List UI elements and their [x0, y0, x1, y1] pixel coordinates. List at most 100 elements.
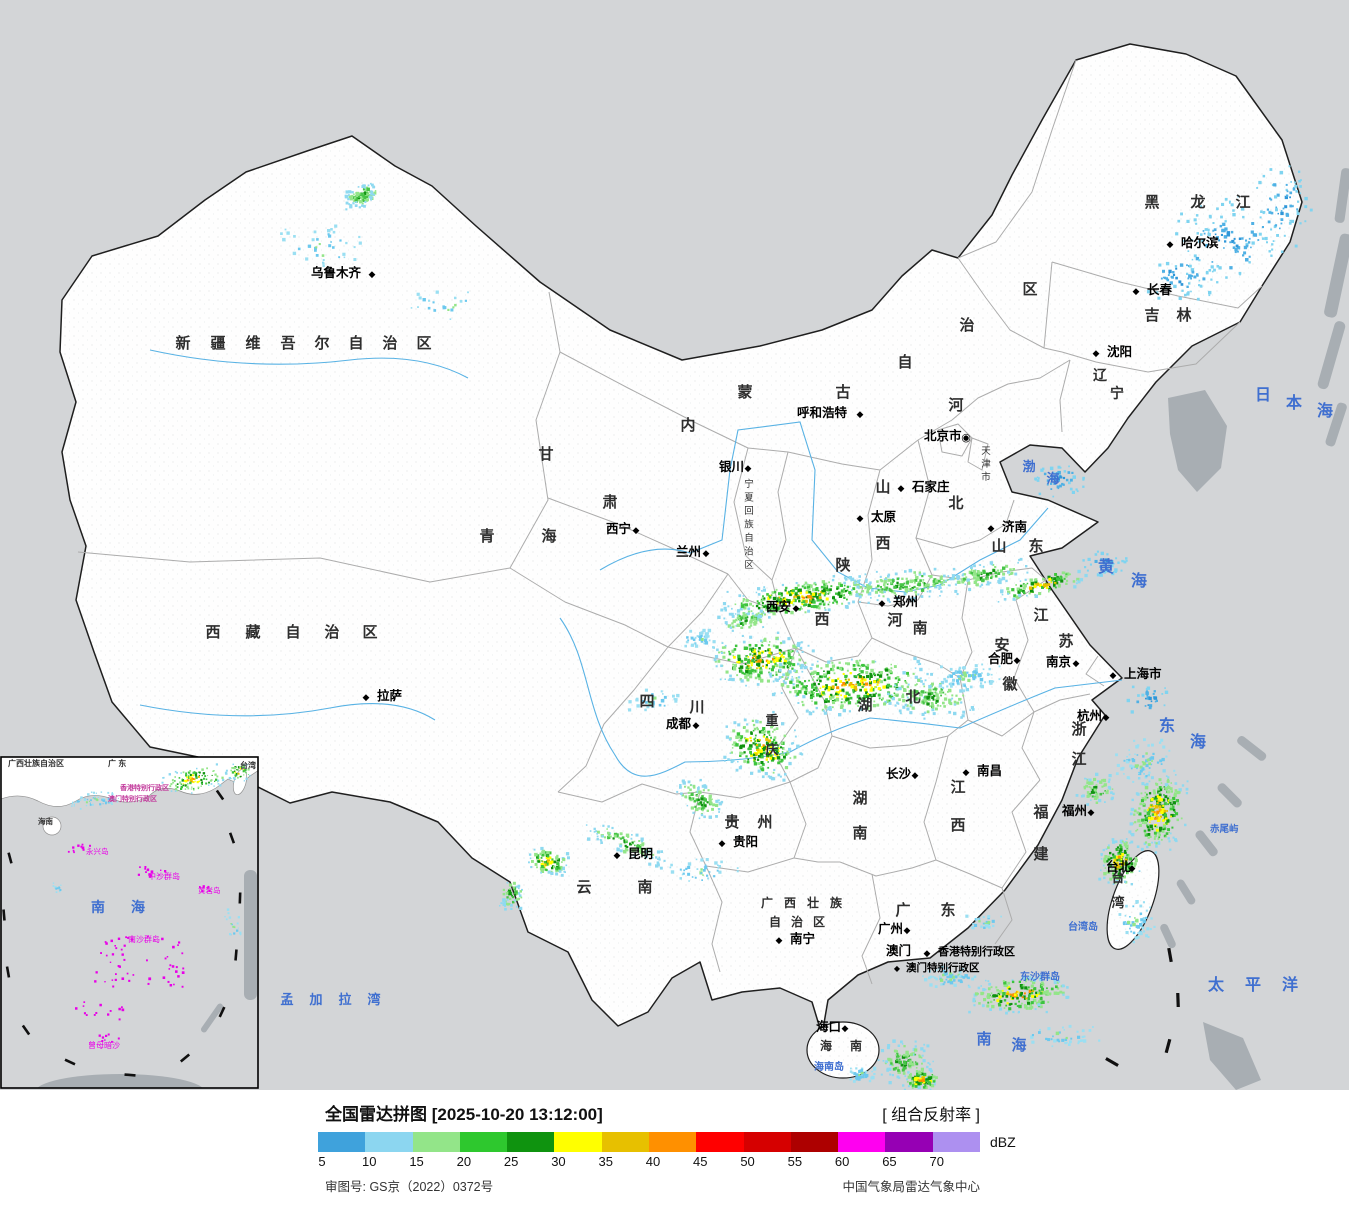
- radar-echo: [1090, 799, 1092, 801]
- radar-echo: [880, 586, 882, 588]
- radar-echo: [887, 575, 890, 578]
- inset-radar-echo: [85, 801, 88, 804]
- radar-echo: [1066, 995, 1070, 999]
- colorbar-segment: [318, 1132, 366, 1152]
- radar-echo: [743, 603, 746, 606]
- inset-hainan: [42, 816, 62, 836]
- radar-echo: [731, 649, 734, 652]
- radar-echo: [863, 699, 867, 703]
- radar-echo: [1153, 837, 1156, 840]
- radar-echo: [1155, 843, 1157, 846]
- radar-echo: [780, 592, 783, 595]
- radar-echo: [830, 667, 833, 671]
- radar-echo: [739, 669, 743, 673]
- radar-echo: [754, 743, 757, 746]
- radar-echo: [702, 789, 705, 792]
- radar-echo: [1053, 1039, 1057, 1043]
- radar-echo: [1011, 588, 1015, 592]
- radar-echo: [911, 1062, 915, 1067]
- island-speck: [146, 959, 148, 962]
- radar-echo: [1128, 830, 1132, 834]
- radar-echo: [863, 694, 867, 698]
- radar-echo: [1137, 694, 1140, 697]
- radar-echo: [900, 1040, 903, 1044]
- radar-echo: [992, 924, 995, 928]
- radar-echo: [1057, 487, 1060, 490]
- radar-echo: [758, 666, 761, 669]
- radar-echo: [1067, 1043, 1071, 1046]
- sea-label-渤海: 渤: [1022, 459, 1035, 474]
- radar-echo: [686, 804, 689, 807]
- radar-echo: [775, 608, 779, 612]
- radar-echo: [760, 644, 763, 647]
- inset-radar-echo: [230, 778, 232, 780]
- radar-echo: [909, 588, 913, 592]
- radar-echo: [819, 679, 822, 683]
- radar-echo: [888, 694, 892, 698]
- radar-echo: [508, 883, 513, 887]
- radar-echo: [1125, 838, 1128, 840]
- radar-echo: [1066, 579, 1069, 582]
- radar-echo: [988, 925, 991, 929]
- radar-echo: [660, 850, 663, 853]
- radar-echo: [767, 644, 771, 647]
- radar-echo: [919, 1077, 923, 1081]
- radar-echo: [748, 643, 752, 647]
- radar-echo: [780, 594, 783, 597]
- radar-echo: [894, 572, 898, 576]
- inset-radar-echo: [240, 775, 242, 778]
- radar-echo: [1022, 590, 1025, 593]
- radar-echo: [927, 587, 930, 590]
- inset-radar-echo: [215, 778, 218, 781]
- radar-echo: [812, 600, 816, 604]
- radar-echo: [609, 832, 612, 834]
- island-speck: [67, 850, 70, 853]
- radar-echo: [750, 616, 754, 619]
- radar-echo: [1147, 936, 1150, 938]
- city-marker-icon: ◆: [793, 603, 800, 613]
- radar-echo: [951, 975, 955, 979]
- island-speck: [181, 985, 184, 988]
- radar-echo: [839, 583, 843, 587]
- radar-echo: [748, 670, 752, 674]
- radar-echo: [835, 692, 838, 696]
- vertical-label: 区: [744, 560, 754, 571]
- radar-echo: [752, 729, 755, 732]
- radar-echo: [1039, 991, 1043, 995]
- radar-echo: [962, 976, 966, 979]
- radar-echo: [837, 677, 840, 680]
- radar-echo: [776, 602, 779, 605]
- radar-echo: [822, 691, 825, 695]
- radar-echo: [655, 864, 659, 868]
- radar-echo: [809, 600, 813, 604]
- radar-echo: [708, 815, 712, 819]
- radar-echo: [1154, 700, 1157, 703]
- radar-echo: [823, 594, 826, 597]
- radar-echo: [1141, 797, 1145, 800]
- radar-echo: [1146, 927, 1150, 931]
- radar-echo: [987, 583, 990, 586]
- radar-echo: [428, 299, 431, 302]
- radar-echo: [1175, 267, 1178, 270]
- radar-echo: [1056, 577, 1060, 581]
- radar-echo: [512, 900, 515, 904]
- radar-echo: [894, 1067, 897, 1070]
- radar-echo: [896, 701, 899, 704]
- radar-echo: [926, 1044, 930, 1048]
- radar-echo: [798, 654, 800, 656]
- capital-label: 北京市: [924, 428, 962, 443]
- radar-echo: [797, 692, 799, 695]
- island-speck: [172, 945, 175, 949]
- radar-echo: [858, 587, 860, 590]
- island-speck: [82, 1005, 85, 1007]
- radar-echo: [654, 696, 657, 699]
- radar-echo: [926, 583, 930, 587]
- radar-echo: [712, 640, 716, 644]
- radar-echo: [771, 591, 775, 594]
- radar-echo: [736, 617, 739, 620]
- radar-echo: [1156, 830, 1160, 834]
- radar-echo: [1021, 1002, 1023, 1005]
- colorbar-segment: [838, 1132, 886, 1152]
- radar-echo: [1146, 824, 1149, 827]
- radar-echo: [771, 605, 775, 610]
